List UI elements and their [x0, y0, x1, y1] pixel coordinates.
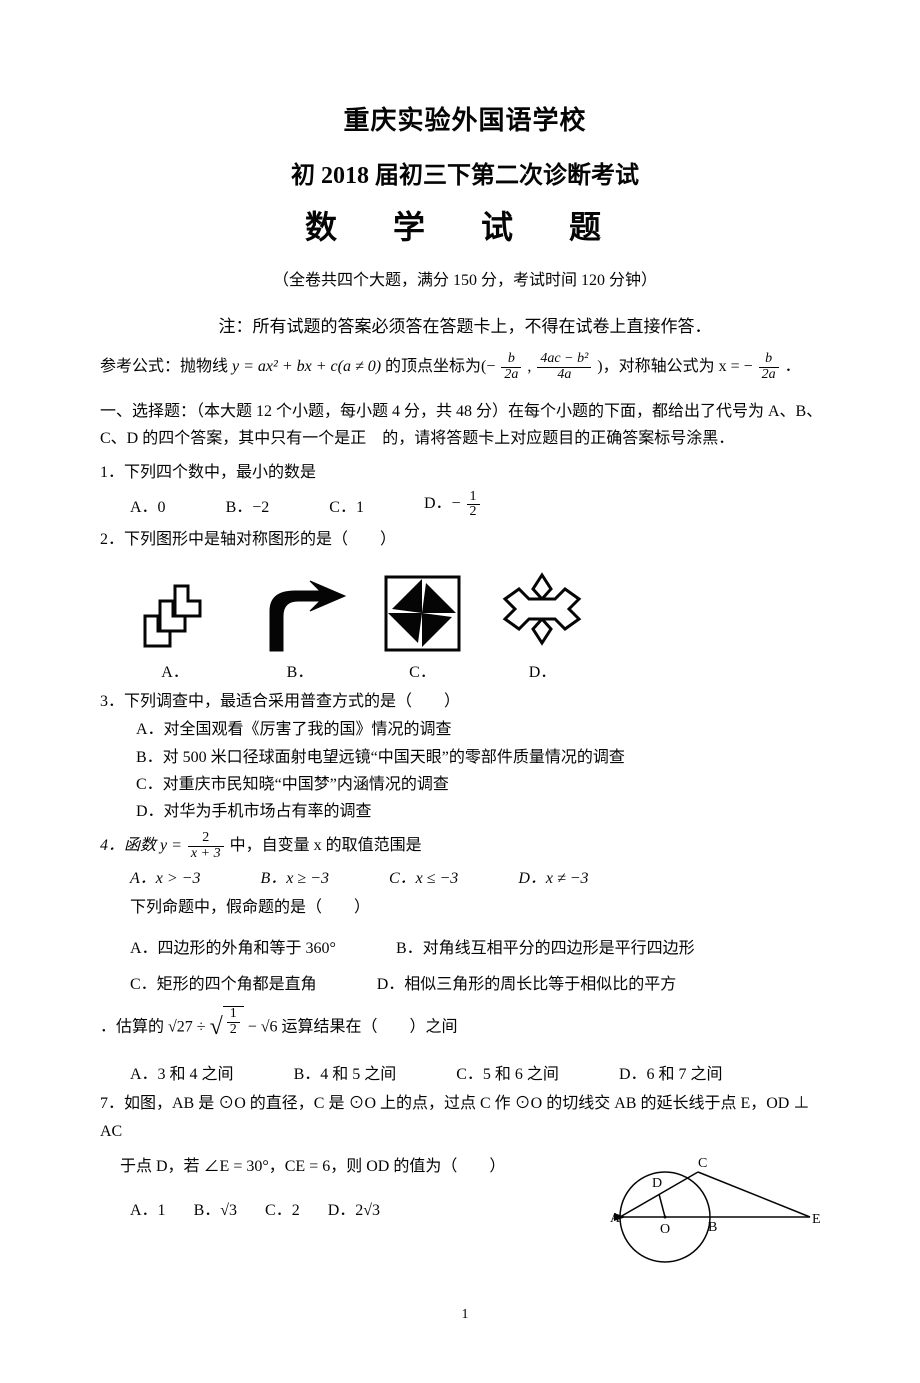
fig-label-C: C: [698, 1156, 707, 1171]
fig-label-E: E: [812, 1212, 821, 1227]
fig-label-O: O: [660, 1222, 670, 1237]
page-number: 1: [100, 1307, 830, 1323]
frac-num: 1: [467, 490, 480, 506]
frac-num: b: [501, 352, 521, 368]
section1-head: 一、选择题：（本大题 12 个小题，每小题 4 分，共 48 分）在每个小题的下…: [100, 398, 830, 452]
formula-end: ．: [785, 358, 801, 375]
frac-num: 2: [188, 831, 224, 847]
q3-A: A．对全国观看《厉害了我的国》情况的调查: [100, 716, 830, 743]
fig-label-A: A: [610, 1211, 621, 1226]
q4-C: C．x ≤ −3: [389, 864, 458, 888]
formula-prefix: 参考公式：抛物线: [100, 358, 228, 375]
q2-A: A．: [161, 658, 189, 682]
school-title: 重庆实验外国语学校: [100, 100, 830, 137]
q5-stem: 下列命题中，假命题的是（ ）: [100, 894, 830, 923]
reference-formula: 参考公式：抛物线 y = ax² + bx + c(a ≠ 0) 的顶点坐标为(…: [100, 349, 830, 384]
q5-A: A．四边形的外角和等于 360°: [130, 934, 336, 958]
q2-stem: 2．下列图形中是轴对称图形的是（ ）: [100, 526, 830, 555]
q4-options: A．x > −3 B．x ≥ −3 C．x ≤ −3 D．x ≠ −3: [100, 864, 830, 888]
q7-figure: A B C D E O: [580, 1147, 830, 1267]
exam-note: 注：所有试题的答案必须答在答题卡上，不得在试卷上直接作答．: [100, 312, 830, 337]
formula-expr: y = ax² + bx + c(a ≠ 0): [232, 358, 381, 375]
q7-options: A．1 B．√3 C．2 D．2√3: [100, 1196, 580, 1220]
q6-B: B．4 和 5 之间: [294, 1060, 397, 1084]
q7-circle-diagram-icon: A B C D E O: [580, 1147, 830, 1267]
q1-D-prefix: D．−: [424, 495, 461, 512]
formula-after: )，对称轴公式为 x = −: [597, 358, 752, 375]
q2-shapes: A． B． C． D．: [100, 561, 830, 682]
exam-title: 初 2018 届初三下第二次诊断考试: [100, 155, 830, 190]
formula-frac2: 4ac − b² 4a: [537, 352, 591, 382]
frac-num: 4ac − b²: [537, 352, 591, 368]
q3-stem: 3．下列调查中，最适合采用普查方式的是（ ）: [100, 688, 830, 717]
q2-shape-B-icon: [250, 576, 350, 656]
frac-den: x + 3: [188, 847, 224, 862]
q7-stem2: 于点 D，若 ∠E = 30°，CE = 6，则 OD 的值为（ ）: [100, 1153, 580, 1182]
q6-mid: − √6 运算结果在（ ）之间: [248, 1019, 458, 1036]
fig-label-B: B: [708, 1220, 717, 1235]
q6-prefix: ．估算的 √27 ÷: [100, 1019, 210, 1036]
q6-A: A．3 和 4 之间: [130, 1060, 234, 1084]
formula-frac1: b 2a: [501, 352, 521, 382]
q4-prefix: 4．函数 y =: [100, 837, 186, 854]
fig-label-D: D: [652, 1176, 662, 1191]
subject-title: 数 学 试 题: [100, 202, 830, 248]
q2-B: B．: [287, 658, 314, 682]
q6-C: C．5 和 6 之间: [456, 1060, 559, 1084]
q2-D: D．: [529, 658, 557, 682]
q4-B: B．x ≥ −3: [260, 864, 328, 888]
q7-C: C．2: [265, 1196, 300, 1220]
exam-meta: （全卷共四个大题，满分 150 分，考试时间 120 分钟）: [100, 266, 830, 290]
q4-D: D．x ≠ −3: [518, 864, 588, 888]
q4-A: A．x > −3: [130, 864, 200, 888]
formula-mid: 的顶点坐标为(−: [385, 358, 495, 375]
q2-shape-C-icon: [380, 571, 465, 656]
frac-den: 2: [227, 1023, 240, 1038]
frac-den: 2a: [501, 368, 521, 383]
q5-row2: C．矩形的四个角都是直角 D．相似三角形的周长比等于相似比的平方: [100, 970, 830, 994]
q1-C: C．1: [329, 493, 364, 517]
q1-B: B．−2: [226, 493, 270, 517]
q1-stem: 1．下列四个数中，最小的数是: [100, 459, 830, 488]
q5-row1: A．四边形的外角和等于 360° B．对角线互相平分的四边形是平行四边形: [100, 934, 830, 958]
q6-D: D．6 和 7 之间: [619, 1060, 723, 1084]
frac-den: 4a: [537, 368, 591, 383]
q4-suffix: 中，自变量 x 的取值范围是: [230, 837, 422, 854]
q2-C: C．: [409, 658, 436, 682]
q5-C: C．矩形的四个角都是直角: [130, 970, 317, 994]
q2-shape-A-icon: [130, 576, 220, 656]
frac-den: 2: [467, 505, 480, 520]
q7-B: B．√3: [194, 1196, 237, 1220]
q1-A: A．0: [130, 493, 166, 517]
q5-B: B．对角线互相平分的四边形是平行四边形: [396, 934, 695, 958]
formula-frac3: b 2a: [759, 352, 779, 382]
q7-stem: 7．如图，AB 是 ⊙O 的直径，C 是 ⊙O 上的点，过点 C 作 ⊙O 的切…: [100, 1090, 830, 1148]
q1-D: D．− 1 2: [424, 489, 482, 520]
q3-B: B．对 500 米口径球面射电望远镜“中国天眼”的零部件质量情况的调查: [100, 744, 830, 771]
q4-stem: 4．函数 y = 2 x + 3 中，自变量 x 的取值范围是: [100, 831, 830, 861]
formula-comma: ,: [527, 358, 535, 375]
q2-shape-D-icon: [495, 561, 590, 656]
frac-num: 1: [227, 1007, 240, 1023]
q5-D: D．相似三角形的周长比等于相似比的平方: [377, 970, 677, 994]
q1-options: A．0 B．−2 C．1 D．− 1 2: [100, 489, 830, 520]
q6-options: A．3 和 4 之间 B．4 和 5 之间 C．5 和 6 之间 D．6 和 7…: [100, 1060, 830, 1084]
q7-D: D．2√3: [328, 1196, 380, 1220]
frac-den: 2a: [759, 368, 779, 383]
q3-D: D．对华为手机市场占有率的调查: [100, 798, 830, 825]
q3-C: C．对重庆市民知晓“中国梦”内涵情况的调查: [100, 771, 830, 798]
q7-A: A．1: [130, 1196, 166, 1220]
q6-stem: ．估算的 √27 ÷ √ 1 2 − √6 运算结果在（ ）之间: [100, 1006, 830, 1049]
frac-num: b: [759, 352, 779, 368]
